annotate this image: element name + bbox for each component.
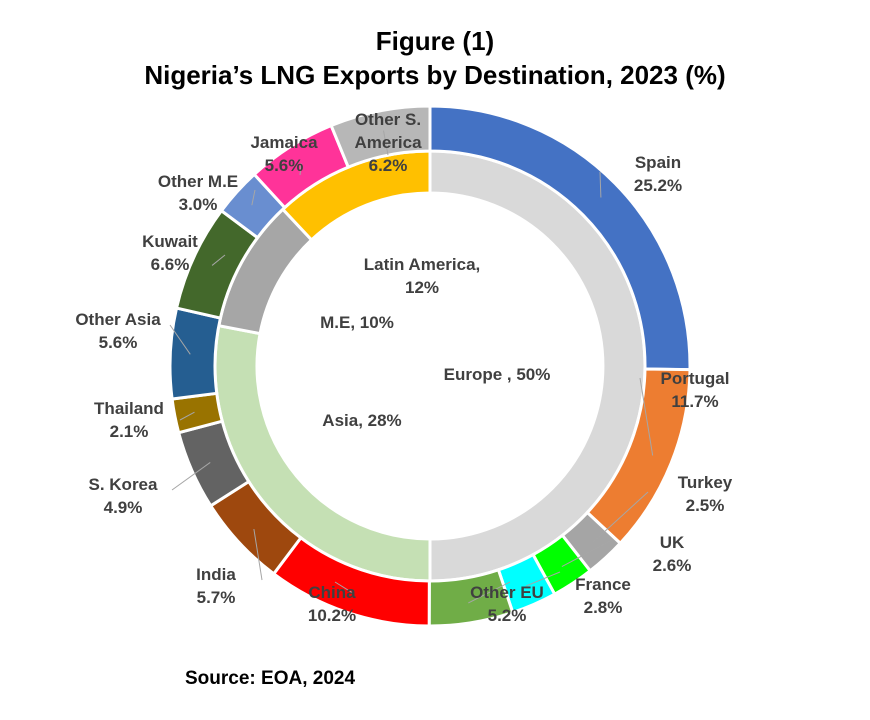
outer-slice-other-s-america xyxy=(329,104,432,170)
leader-china xyxy=(334,581,354,594)
label-value-s-korea: 4.9% xyxy=(104,498,143,517)
chart-subtitle: Nigeria’s LNG Exports by Destination, 20… xyxy=(144,60,726,90)
inner-ring xyxy=(213,149,647,583)
inner-label-value-latin-america: 12% xyxy=(405,278,439,297)
leader-other-asia xyxy=(169,324,191,355)
label-value-turkey: 2.5% xyxy=(686,496,725,515)
label-name-turkey: Turkey xyxy=(678,473,733,492)
label-value-india: 5.7% xyxy=(197,588,236,607)
leader-india xyxy=(253,528,263,581)
label-name-france: France xyxy=(575,575,631,594)
label-value-thailand: 2.1% xyxy=(110,422,149,441)
label-value-other-s-america: 6.2% xyxy=(369,156,408,175)
outer-ring xyxy=(168,104,692,628)
label-name-other-m-e: Other M.E xyxy=(158,172,238,191)
inner-label-m-e: M.E, 10% xyxy=(320,313,394,332)
leader-uk xyxy=(561,539,613,567)
label-name-s-korea: S. Korea xyxy=(89,475,159,494)
label-value-spain: 25.2% xyxy=(634,176,682,195)
leader-other-eu xyxy=(468,581,511,604)
label-name-china: China xyxy=(308,583,356,602)
leader-kuwait xyxy=(211,254,226,266)
leader-thailand xyxy=(179,411,195,421)
leader-s-korea xyxy=(171,462,211,491)
label-value-kuwait: 6.6% xyxy=(151,255,190,274)
label-value-other-asia: 5.6% xyxy=(99,333,138,352)
outer-slice-other-asia xyxy=(168,306,223,401)
label-value-china: 10.2% xyxy=(308,606,356,625)
leader-lines xyxy=(169,130,654,604)
leader-france xyxy=(525,571,561,587)
leader-other-s-america xyxy=(383,130,389,156)
leader-turkey xyxy=(591,491,649,544)
inner-label-europe: Europe , 50% xyxy=(444,365,551,384)
label-name-kuwait: Kuwait xyxy=(142,232,198,251)
label-name-other-asia: Other Asia xyxy=(75,310,161,329)
label-name-other-eu: Other EU xyxy=(470,583,544,602)
leader-other-m-e xyxy=(251,189,256,206)
label-name-india: India xyxy=(196,565,236,584)
label-name-uk: UK xyxy=(660,533,685,552)
leader-jamaica xyxy=(299,163,302,176)
inner-label-latin-america: Latin America, xyxy=(364,255,481,274)
data-labels: Spain 25.2% Portugal 11.7% Turkey 2.5%UK 2.6% F… xyxy=(75,110,732,625)
label-name-thailand: Thailand xyxy=(94,399,164,418)
leader-spain xyxy=(599,171,602,198)
leader-portugal xyxy=(639,377,654,456)
inner-label-asia: Asia, 28% xyxy=(322,411,401,430)
source-note: Source: EOA, 2024 xyxy=(185,668,356,689)
label-value-jamaica: 5.6% xyxy=(265,156,304,175)
label-name-spain: Spain xyxy=(635,153,681,172)
label-value-france: 2.8% xyxy=(584,598,623,617)
label-name-other-s-america: America xyxy=(354,133,422,152)
label-value-other-eu: 5.2% xyxy=(488,606,527,625)
label-value-uk: 2.6% xyxy=(653,556,692,575)
label-name-portugal: Portugal xyxy=(661,369,730,388)
chart-title: Figure (1) xyxy=(375,26,495,56)
label-name-other-s-america: Other S. xyxy=(355,110,421,129)
label-value-portugal: 11.7% xyxy=(671,392,718,411)
label-name-jamaica: Jamaica xyxy=(250,133,318,152)
label-value-other-m-e: 3.0% xyxy=(179,195,218,214)
